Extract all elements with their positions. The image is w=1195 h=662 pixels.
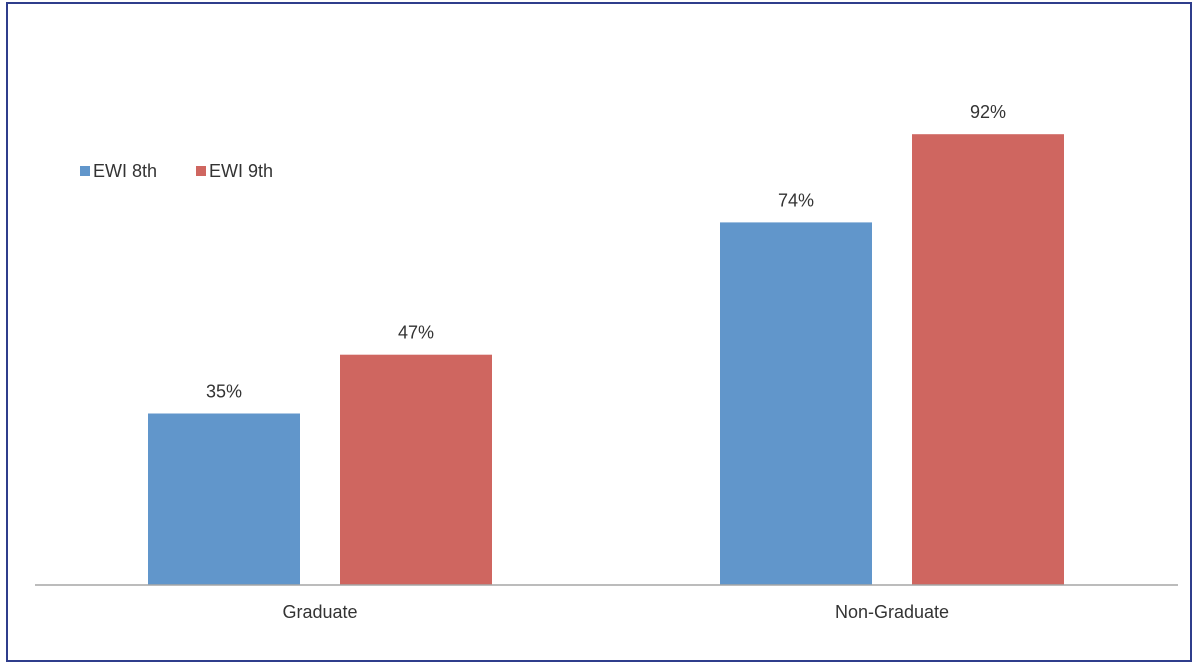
legend-label: EWI 9th — [209, 161, 273, 181]
x-tick-label: Non-Graduate — [835, 602, 949, 622]
legend-label: EWI 8th — [93, 161, 157, 181]
data-label: 47% — [398, 323, 434, 343]
data-label: 92% — [970, 102, 1006, 122]
bar-non-graduate-ewi-8th — [720, 222, 872, 585]
data-labels-layer: 35% 47% 74% 92% — [206, 102, 1006, 401]
bar-non-graduate-ewi-9th — [912, 134, 1064, 585]
x-tick-labels-layer: Graduate Non-Graduate — [282, 602, 949, 622]
bars-layer — [148, 134, 1064, 585]
bar-graduate-ewi-8th — [148, 413, 300, 585]
x-tick-label: Graduate — [282, 602, 357, 622]
legend: EWI 8th EWI 9th — [80, 161, 273, 181]
data-label: 74% — [778, 190, 814, 210]
legend-swatch — [196, 166, 206, 176]
legend-swatch — [80, 166, 90, 176]
bar-graduate-ewi-9th — [340, 354, 492, 585]
data-label: 35% — [206, 382, 242, 402]
